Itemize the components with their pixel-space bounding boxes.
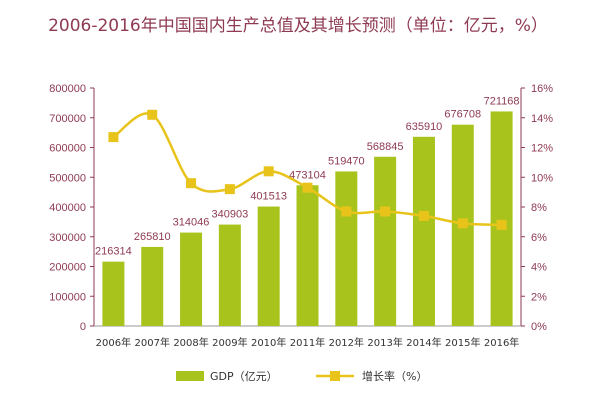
right-tick-label: 0% bbox=[531, 321, 547, 333]
gdp-bar bbox=[374, 156, 397, 326]
gdp-bar-label: 721168 bbox=[484, 95, 520, 107]
gdp-bar-label: 265810 bbox=[134, 231, 171, 243]
x-tick-label: 2012年 bbox=[329, 336, 364, 349]
legend: GDP（亿元） 增长率（%） bbox=[176, 369, 427, 383]
growth-rate-marker bbox=[496, 219, 507, 230]
axes: 0 100000 200000 300000 400000 500000 600000 700… bbox=[49, 83, 553, 349]
gdp-bar-label: 635910 bbox=[406, 121, 443, 133]
legend-growth-label: 增长率（%） bbox=[362, 369, 427, 383]
left-tick-label: 0 bbox=[80, 321, 86, 333]
growth-rate-marker bbox=[147, 109, 158, 120]
gdp-bar bbox=[257, 206, 280, 326]
right-tick-label: 2% bbox=[531, 291, 547, 303]
x-tick-label: 2016年 bbox=[484, 336, 519, 349]
bar-series bbox=[102, 111, 513, 327]
gdp-bar-label: 519470 bbox=[328, 155, 365, 167]
growth-rate-marker bbox=[380, 206, 391, 217]
x-tick-label: 2008年 bbox=[173, 336, 208, 349]
gdp-bar bbox=[141, 246, 164, 326]
x-tick-label: 2007年 bbox=[135, 336, 170, 349]
left-tick-label: 500000 bbox=[49, 172, 86, 184]
bar-data-labels: 2163142658103140463409034015134731045194… bbox=[95, 95, 519, 257]
gdp-bar bbox=[490, 111, 513, 327]
gdp-bar-label: 401513 bbox=[250, 191, 287, 203]
left-tick-label: 300000 bbox=[49, 232, 86, 244]
right-tick-label: 8% bbox=[531, 202, 547, 214]
left-tick-label: 200000 bbox=[49, 262, 86, 274]
growth-rate-marker bbox=[224, 184, 235, 195]
growth-rate-marker bbox=[186, 178, 197, 189]
right-tick-label: 10% bbox=[531, 172, 553, 184]
x-tick-label: 2006年 bbox=[96, 336, 131, 349]
gdp-bar bbox=[335, 171, 358, 326]
right-tick-label: 14% bbox=[531, 113, 553, 125]
growth-rate-marker bbox=[341, 206, 352, 217]
gdp-bar-label: 340903 bbox=[212, 209, 249, 221]
growth-rate-marker bbox=[457, 218, 468, 229]
line-series bbox=[108, 109, 507, 230]
left-tick-label: 100000 bbox=[49, 291, 86, 303]
gdp-bar-label: 473104 bbox=[289, 169, 326, 181]
x-tick-label: 2011年 bbox=[290, 336, 325, 349]
x-tick-label: 2009年 bbox=[212, 336, 247, 349]
left-tick-label: 600000 bbox=[49, 143, 86, 155]
gdp-bar bbox=[180, 232, 203, 326]
growth-rate-marker bbox=[302, 182, 313, 193]
gdp-bar bbox=[296, 185, 319, 326]
legend-gdp-label: GDP（亿元） bbox=[210, 370, 278, 383]
legend-bar-swatch bbox=[176, 371, 204, 381]
right-tick-label: 6% bbox=[531, 232, 547, 244]
x-tick-label: 2014年 bbox=[406, 336, 441, 349]
gdp-bar bbox=[102, 261, 125, 326]
growth-rate-marker bbox=[108, 132, 119, 143]
growth-rate-marker bbox=[418, 210, 429, 221]
right-tick-label: 4% bbox=[531, 262, 547, 274]
left-tick-label: 400000 bbox=[49, 202, 86, 214]
gdp-bar-label: 314046 bbox=[173, 217, 210, 229]
legend-line-marker bbox=[330, 371, 340, 381]
gdp-bar-label: 216314 bbox=[95, 246, 132, 258]
x-tick-label: 2013年 bbox=[367, 336, 402, 349]
growth-rate-marker bbox=[263, 166, 274, 177]
gdp-bar-label: 676708 bbox=[444, 109, 481, 121]
left-tick-label: 800000 bbox=[49, 83, 86, 95]
gdp-bar bbox=[412, 136, 435, 326]
x-tick-label: 2015年 bbox=[445, 336, 480, 349]
chart-title: 2006-2016年中国国内生产总值及其增长预测（单位：亿元，%） bbox=[48, 16, 548, 36]
gdp-bar-label: 568845 bbox=[367, 141, 404, 153]
right-tick-label: 12% bbox=[531, 143, 553, 155]
left-tick-label: 700000 bbox=[49, 113, 86, 125]
right-tick-label: 16% bbox=[531, 83, 553, 95]
gdp-bar bbox=[218, 224, 241, 326]
x-tick-label: 2010年 bbox=[251, 336, 286, 349]
